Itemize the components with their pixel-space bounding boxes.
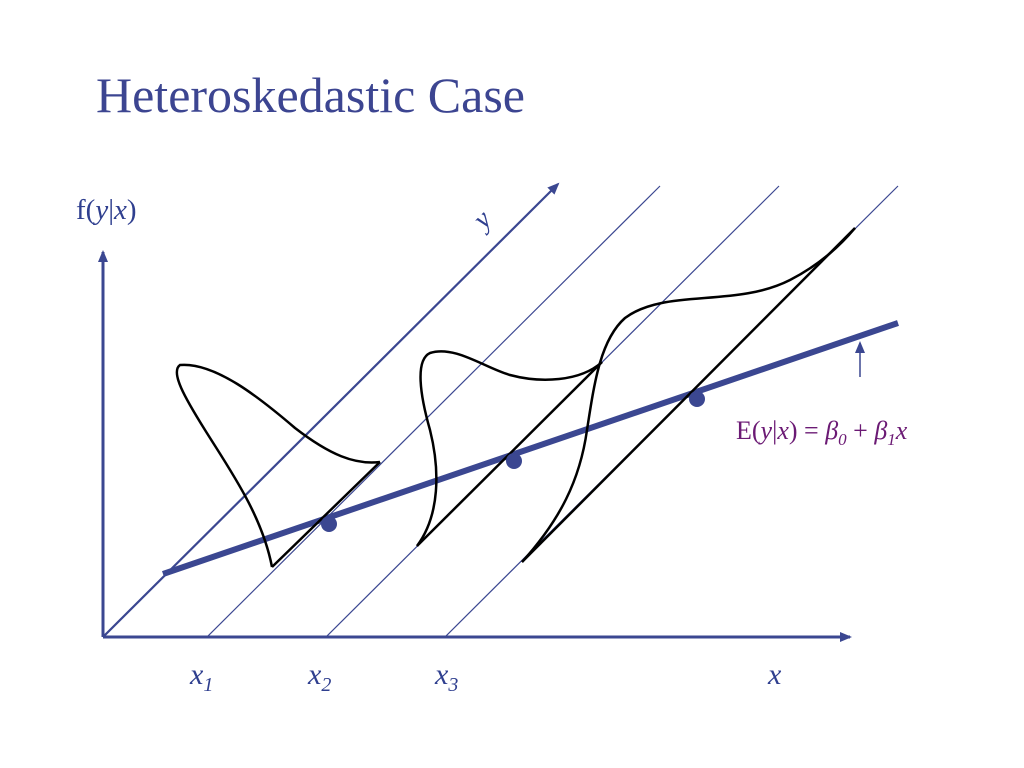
x-tick-3: x3	[435, 658, 459, 696]
fyx-x: x	[114, 194, 127, 226]
beta-0: β0	[825, 416, 847, 450]
regression-line	[162, 320, 899, 577]
guide-line-x1	[206, 185, 661, 638]
regression-equation: E(y|x) = β0 + β1x	[736, 416, 908, 450]
slide-title: Heteroskedastic Case	[96, 67, 526, 123]
x-tick-2: x2	[308, 658, 332, 696]
mean-point-x1	[321, 516, 337, 532]
density-curve-x3	[521, 227, 856, 563]
density-curve-x1	[175, 363, 381, 568]
density-curve-x2	[415, 350, 603, 547]
mean-point-x2	[506, 453, 522, 469]
fyx-close: )	[126, 194, 137, 226]
mean-point-x3	[689, 391, 705, 407]
fyx-f: f(	[76, 194, 96, 226]
density-base-x2	[416, 361, 603, 547]
beta-1: β1x	[874, 416, 908, 450]
depth-axis	[102, 182, 560, 638]
fyx-y: y	[95, 194, 109, 226]
fyx-bar: |	[108, 194, 115, 226]
density-base-x1	[271, 461, 381, 568]
x-tick-1: x1	[190, 658, 214, 696]
density-base-x3	[521, 227, 856, 563]
vertical-axis-label: f(y|x)	[76, 196, 137, 225]
horizontal-axis-label: x	[768, 658, 782, 691]
depth-axis-label: y	[465, 204, 498, 237]
